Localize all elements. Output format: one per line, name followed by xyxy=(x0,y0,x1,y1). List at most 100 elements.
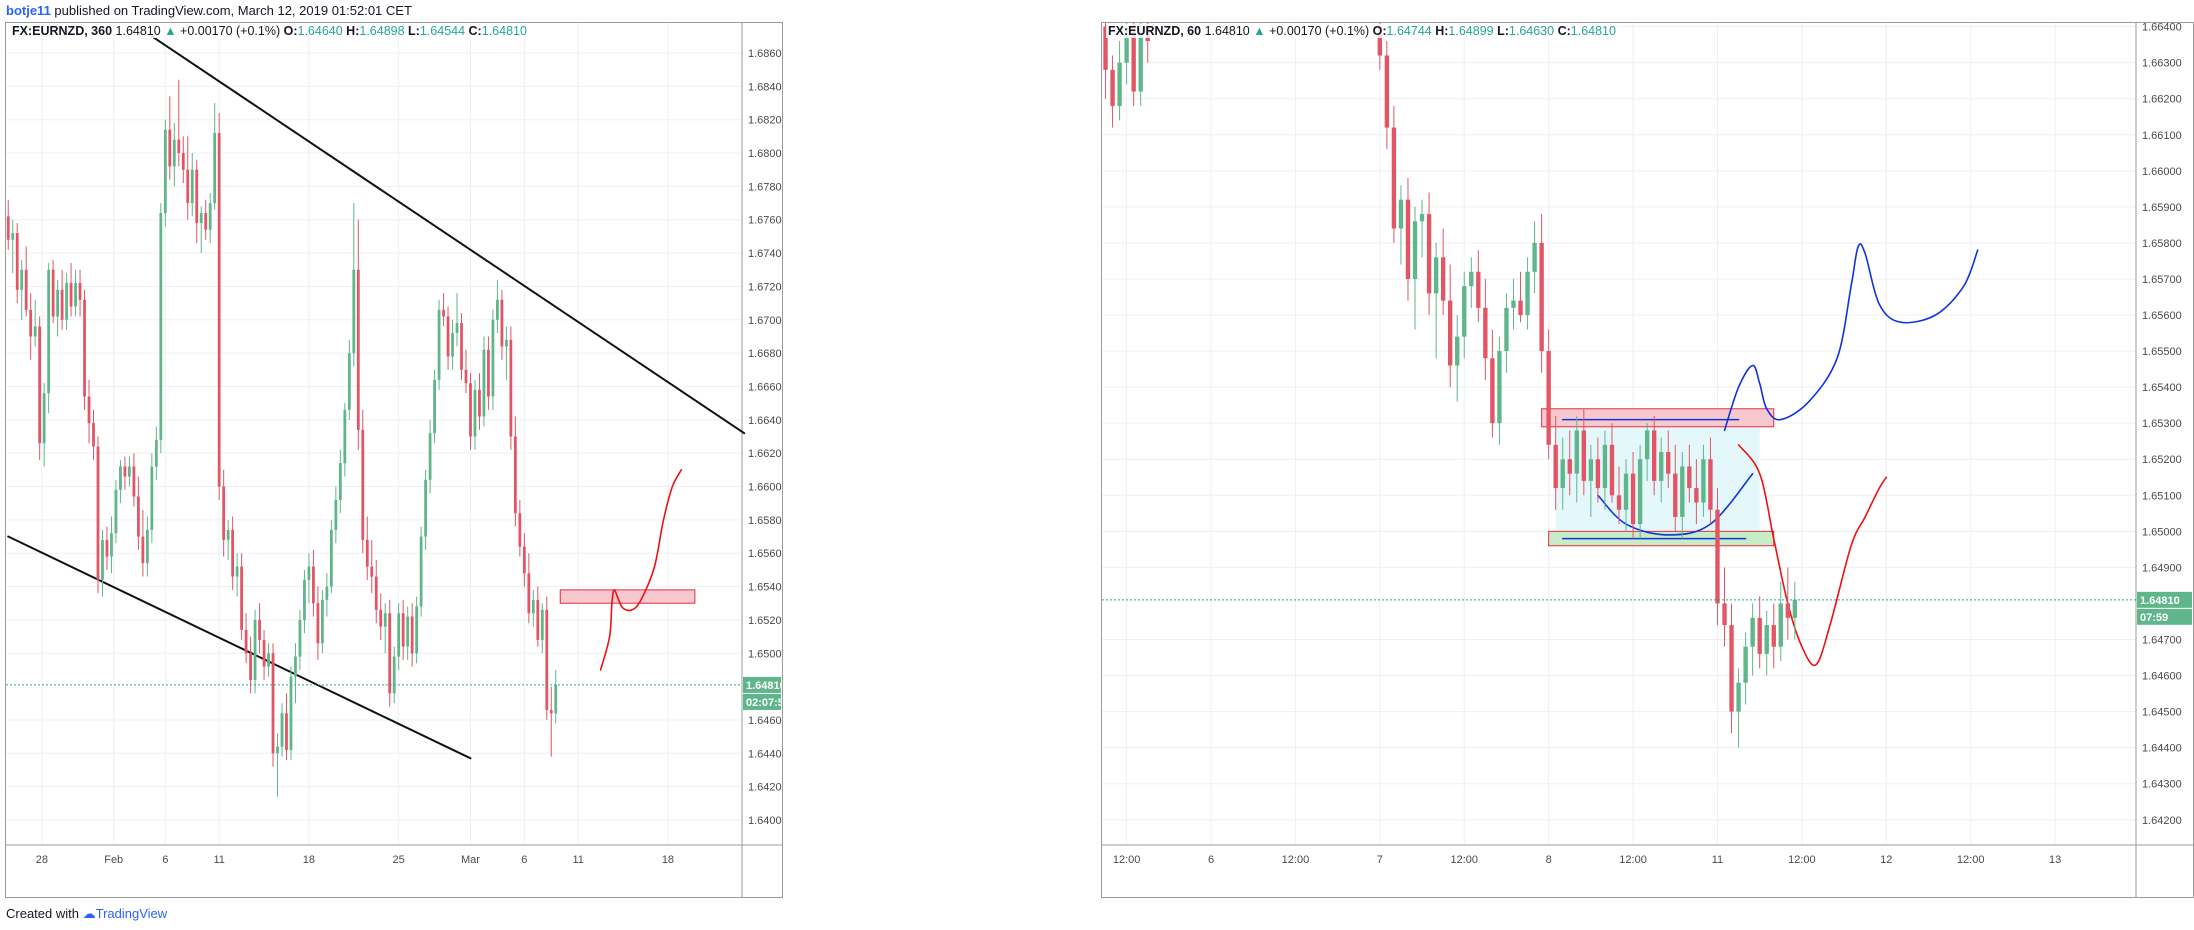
symbol-label[interactable]: FX:EURNZD, 60 xyxy=(1108,24,1202,38)
candle xyxy=(1666,430,1671,489)
x-tick-label: 18 xyxy=(662,854,674,866)
candle xyxy=(47,263,51,414)
candle xyxy=(1778,581,1783,662)
low-key: L: xyxy=(1497,24,1509,38)
chart-panel-right[interactable]: FX:EURNZD, 60 1.64810 ▲ +0.00170 (+0.1%)… xyxy=(1101,22,2194,898)
x-tick-label: Feb xyxy=(104,854,123,866)
y-axis[interactable]: 1.68600 1.68400 1.68200 1.68000 1.67800 1.676… xyxy=(748,48,782,827)
candle xyxy=(1694,459,1699,525)
candle xyxy=(150,453,154,544)
y-tick-label: 1.66000 xyxy=(748,482,782,494)
candle xyxy=(1433,242,1439,359)
candle xyxy=(401,599,405,660)
candle xyxy=(145,516,149,577)
candle xyxy=(370,539,374,594)
y-tick-label: 1.64600 xyxy=(2142,671,2182,683)
chart-panel-left[interactable]: FX:EURNZD, 360 1.64810 ▲ +0.00170 (+0.1%… xyxy=(5,22,783,898)
x-axis[interactable]: 28 Feb 6 11 18 25 Mar 6 11 18 xyxy=(36,854,674,866)
consolidation-zone[interactable] xyxy=(1555,419,1760,539)
candle xyxy=(1567,430,1572,496)
candle xyxy=(222,469,226,557)
candle xyxy=(253,609,257,694)
x-tick-label: 6 xyxy=(1208,854,1214,866)
arc-drawing[interactable] xyxy=(1597,472,1754,536)
trendline-upper[interactable] xyxy=(150,35,746,435)
tradingview-link[interactable]: TradingView xyxy=(95,906,168,921)
candle xyxy=(235,553,239,597)
y-tick-label: 1.68400 xyxy=(748,81,782,93)
projection-path-red[interactable] xyxy=(599,469,683,671)
author-link[interactable]: botje11 xyxy=(6,3,51,18)
candle xyxy=(29,293,33,360)
candle xyxy=(312,549,315,617)
y-tick-label: 1.65400 xyxy=(2142,382,2182,394)
candle xyxy=(1588,444,1594,517)
candle xyxy=(172,123,176,187)
candle xyxy=(433,369,436,444)
candle xyxy=(1398,185,1404,265)
candle xyxy=(473,379,477,450)
y-tick-label: 1.65000 xyxy=(2142,526,2182,538)
projection-path-blue[interactable] xyxy=(1723,243,1979,432)
candle xyxy=(1602,430,1608,510)
trendline-lower[interactable] xyxy=(7,535,472,760)
candle xyxy=(190,153,194,217)
candle xyxy=(87,379,91,444)
y-tick-label: 1.65600 xyxy=(748,548,782,560)
drawings[interactable] xyxy=(7,35,746,760)
y-tick-label: 1.65800 xyxy=(2142,238,2182,250)
last-price: 1.64810 xyxy=(1204,24,1250,38)
chart-legend: FX:EURNZD, 360 1.64810 ▲ +0.00170 (+0.1%… xyxy=(10,24,529,38)
candle xyxy=(168,96,172,180)
chart-canvas-right[interactable]: 1.66400 1.66300 1.66200 1.66100 1.66000 1.659… xyxy=(1102,23,2193,897)
published-text: published on TradingView.com, March 12, … xyxy=(54,3,412,18)
y-tick-label: 1.65300 xyxy=(2142,418,2182,430)
resistance-zone[interactable] xyxy=(559,589,696,604)
candle xyxy=(1630,452,1636,539)
drawings[interactable] xyxy=(1541,243,1979,667)
candle xyxy=(320,589,324,654)
y-tick-label: 1.64400 xyxy=(748,748,782,760)
candle xyxy=(1764,610,1769,676)
candle xyxy=(303,569,306,634)
candle xyxy=(410,603,414,667)
candle xyxy=(38,316,42,460)
y-tick-label: 1.64700 xyxy=(2142,635,2182,647)
high-value: 1.64898 xyxy=(359,24,405,38)
close-value: 1.64810 xyxy=(1570,24,1616,38)
open-value: 1.64640 xyxy=(297,24,343,38)
candle xyxy=(316,586,320,660)
candle xyxy=(1743,632,1748,705)
y-tick-label: 1.66100 xyxy=(2142,130,2182,142)
symbol-label[interactable]: FX:EURNZD, 360 xyxy=(12,24,113,38)
x-tick-label: 6 xyxy=(521,854,527,866)
open-value: 1.64744 xyxy=(1386,24,1432,38)
high-key: H: xyxy=(346,24,360,38)
current-price-tag: 1.64810 02:07:59 xyxy=(743,676,782,710)
candle xyxy=(1616,466,1622,525)
candle xyxy=(83,289,86,410)
candle xyxy=(217,113,221,500)
candle xyxy=(195,159,199,244)
candle xyxy=(15,223,19,304)
candle xyxy=(1483,278,1488,380)
last-price: 1.64810 xyxy=(115,24,161,38)
candle xyxy=(478,373,481,430)
candle xyxy=(231,516,235,590)
publish-header: botje11 published on TradingView.com, Ma… xyxy=(0,0,2194,22)
y-tick-label: 1.65600 xyxy=(2142,310,2182,322)
projection-path-red[interactable] xyxy=(1737,444,1888,667)
candle xyxy=(6,199,10,250)
y-tick-label: 1.65800 xyxy=(748,515,782,527)
y-axis[interactable]: 1.66400 1.66300 1.66200 1.66100 1.66000 1.659… xyxy=(2142,23,2182,827)
y-tick-label: 1.68200 xyxy=(748,115,782,127)
candle xyxy=(1687,444,1692,503)
candle xyxy=(1469,257,1474,308)
candle xyxy=(114,479,118,544)
candle xyxy=(244,613,248,664)
x-axis[interactable]: 12:00 6 12:00 7 12:00 8 12:00 11 12:00 12 12:00 13 xyxy=(1113,854,2061,866)
candle xyxy=(365,516,369,580)
candle xyxy=(1440,228,1446,316)
countdown-label: 07:59 xyxy=(2140,612,2168,624)
chart-canvas-left[interactable]: 1.68600 1.68400 1.68200 1.68000 1.67800 1.676… xyxy=(6,23,782,897)
